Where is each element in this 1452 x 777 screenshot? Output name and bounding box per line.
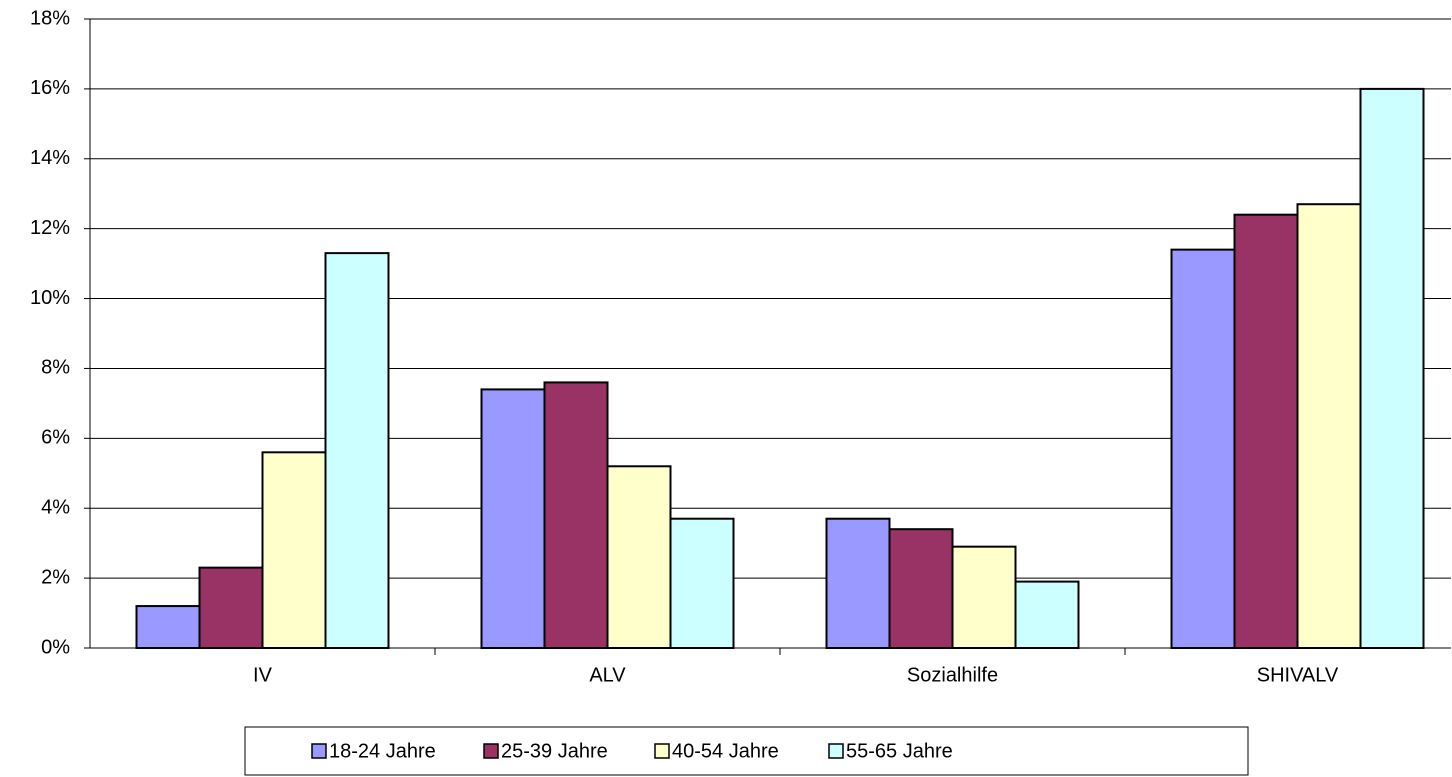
legend-label: 55-65 Jahre — [846, 740, 953, 762]
bar — [669, 517, 735, 650]
bar — [480, 388, 546, 649]
y-tick-label: 14% — [30, 147, 70, 169]
y-tick-label: 18% — [30, 7, 70, 29]
y-tick-label: 6% — [41, 427, 70, 449]
bar — [324, 252, 390, 649]
y-tick-label: 8% — [41, 357, 70, 379]
legend-swatch — [483, 743, 499, 759]
bar — [1296, 203, 1362, 649]
bar — [1014, 580, 1080, 649]
bar — [135, 605, 201, 649]
x-tick-label: IV — [253, 664, 273, 686]
y-tick-label: 10% — [30, 287, 70, 309]
bar — [1233, 213, 1299, 649]
y-tick-label: 4% — [41, 497, 70, 519]
legend-label: 25-39 Jahre — [501, 740, 608, 762]
y-tick-label: 0% — [41, 636, 70, 658]
bar — [888, 528, 954, 650]
legend-swatch — [828, 743, 844, 759]
bar — [951, 545, 1017, 650]
y-tick-label: 12% — [30, 217, 70, 239]
bar — [1359, 87, 1425, 649]
x-tick-label: SHIVALV — [1257, 664, 1339, 686]
bar — [606, 465, 672, 649]
y-tick-label: 16% — [30, 77, 70, 99]
legend-label: 40-54 Jahre — [672, 740, 779, 762]
bar — [825, 517, 891, 650]
x-tick-label: Sozialhilfe — [907, 664, 998, 686]
legend-swatch — [654, 743, 670, 759]
legend-box — [244, 726, 1249, 776]
x-tick-label: ALV — [589, 664, 626, 686]
y-tick-label: 2% — [41, 566, 70, 588]
legend-swatch — [311, 743, 327, 759]
bar — [198, 566, 264, 650]
legend-label: 18-24 Jahre — [329, 740, 436, 762]
bar — [543, 381, 609, 649]
bar — [261, 451, 327, 649]
bar — [1170, 248, 1236, 649]
